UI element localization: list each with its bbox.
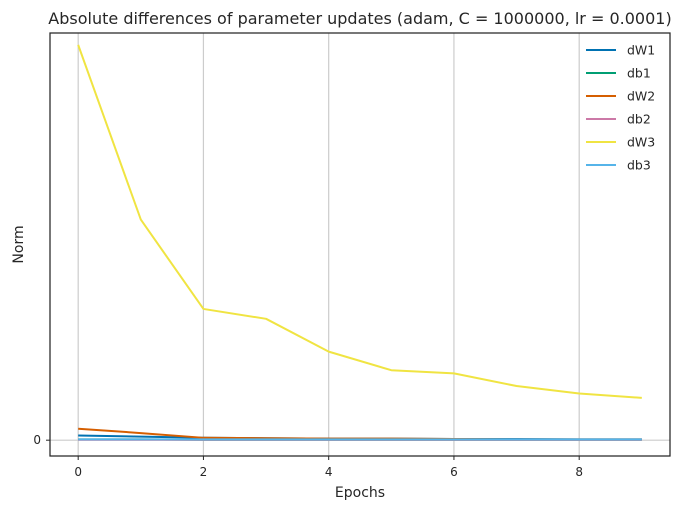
legend-label-dW2: dW2 — [627, 89, 655, 104]
legend-label-db1: db1 — [627, 66, 651, 81]
legend-label-dW3: dW3 — [627, 135, 655, 150]
x-tick-label: 2 — [200, 465, 208, 479]
series-lines — [77, 44, 642, 441]
legend-label-dW1: dW1 — [627, 43, 655, 58]
series-line-dW3 — [77, 44, 642, 399]
axis-ticks: 0 2 4 6 8 0 — [33, 433, 583, 479]
x-tick-label: 6 — [450, 465, 458, 479]
x-tick-label: 8 — [575, 465, 583, 479]
legend-label-db3: db3 — [627, 158, 651, 173]
legend-label-db2: db2 — [627, 112, 651, 127]
legend: dW1 db1 dW2 db2 dW3 db3 — [586, 43, 655, 173]
x-tick-label: 4 — [325, 465, 333, 479]
y-tick-label: 0 — [33, 433, 41, 447]
plot-frame — [49, 32, 671, 457]
x-tick-label: 0 — [74, 465, 82, 479]
chart-title: Absolute differences of parameter update… — [48, 9, 671, 28]
y-axis-label: Norm — [11, 225, 27, 263]
x-axis-label: Epochs — [335, 485, 385, 501]
